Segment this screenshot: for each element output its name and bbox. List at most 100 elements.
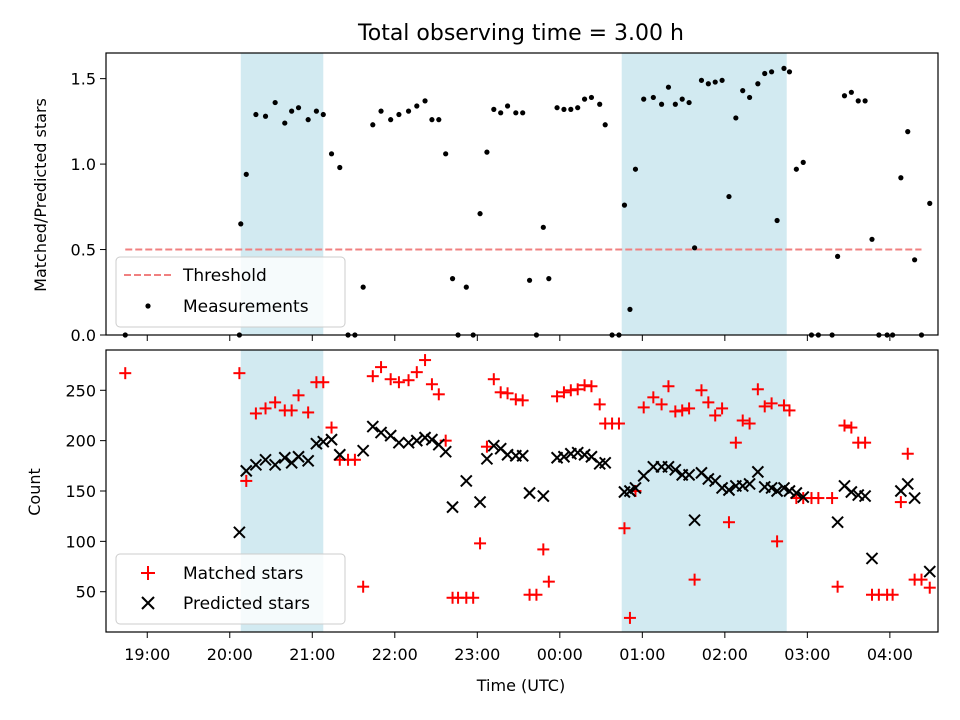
- measurement-point-9: [295, 105, 302, 111]
- predicted-stars-points: [233, 420, 936, 578]
- x-tick-label-2: 21:00: [289, 645, 335, 664]
- matched-star-point-17: [366, 370, 379, 383]
- measurement-point-2: [238, 221, 244, 227]
- matched-star-point-34: [494, 386, 507, 399]
- matched-star-point-62: [688, 573, 701, 586]
- measurement-point-84: [841, 93, 848, 99]
- measurement-point-45: [568, 106, 574, 112]
- predicted-star-point-77: [901, 477, 914, 491]
- bottom-x-ticks: 19:00 20:00 21:00 22:00 23:00 00:00 01:00 02:00…: [124, 632, 913, 664]
- predicted-star-point-57: [715, 481, 729, 495]
- matched-star-point-11: [317, 376, 330, 389]
- matched-star-point-75: [777, 399, 790, 412]
- x-axis-label: Time (UTC): [476, 676, 565, 695]
- measurement-point-92: [898, 175, 904, 181]
- top-y-tick-label-2: 1.0: [71, 155, 96, 174]
- bottom-legend: Matched stars Predicted stars: [115, 553, 346, 625]
- predicted-star-point-28: [487, 439, 501, 452]
- predicted-star-point-36: [557, 450, 571, 463]
- matched-star-point-21: [402, 374, 415, 387]
- predicted-star-point-38: [571, 446, 584, 459]
- measurement-point-69: [733, 115, 739, 121]
- measurement-point-10: [305, 117, 311, 123]
- top-plot-frame: [105, 52, 939, 336]
- predicted-star-point-27: [480, 452, 494, 465]
- measurement-point-87: [862, 98, 868, 104]
- matched-star-point-86: [859, 436, 872, 449]
- x-tick-label-0: 19:00: [124, 645, 170, 664]
- measurement-point-56: [641, 96, 647, 102]
- matched-star-point-64: [702, 396, 715, 409]
- matched-star-point-47: [585, 380, 598, 393]
- predicted-star-point-65: [770, 484, 784, 498]
- measurement-point-4: [253, 111, 259, 118]
- measurement-point-48: [588, 94, 595, 101]
- measurement-point-13: [328, 151, 335, 157]
- matched-star-point-36: [509, 393, 522, 406]
- predicted-star-point-61: [743, 477, 756, 491]
- predicted-star-point-26: [473, 495, 487, 509]
- top-legend-box: [115, 256, 346, 328]
- measurement-point-67: [719, 77, 725, 83]
- measurement-point-88: [869, 236, 875, 242]
- predicted-star-point-2: [249, 458, 263, 472]
- measurement-point-49: [597, 101, 603, 107]
- bottom-y-axis-label: Count: [25, 468, 44, 516]
- x-tick-label-6: 01:00: [619, 645, 665, 664]
- predicted-star-point-13: [356, 444, 370, 457]
- predicted-star-point-52: [682, 468, 696, 482]
- top-y-axis-label: Matched/Predicted stars: [31, 98, 50, 292]
- measurement-point-78: [793, 166, 799, 172]
- measurement-point-50: [602, 122, 608, 128]
- measurement-point-35: [498, 110, 504, 116]
- measurement-point-38: [520, 110, 526, 116]
- measurement-point-14: [337, 164, 343, 171]
- measurement-point-41: [540, 224, 546, 230]
- x-tick-label-5: 00:00: [537, 645, 583, 664]
- measurement-point-37: [513, 110, 519, 116]
- predicted-star-point-11: [325, 433, 338, 446]
- matched-star-point-32: [480, 440, 493, 453]
- matched-star-point-4: [259, 402, 272, 415]
- matched-star-point-3: [249, 407, 262, 420]
- matched-star-point-72: [758, 400, 771, 413]
- measurement-point-73: [762, 70, 768, 77]
- measurement-point-34: [491, 106, 497, 112]
- measurement-point-46: [575, 105, 581, 111]
- matched-star-point-74: [771, 535, 784, 548]
- x-tick-label-3: 22:00: [372, 645, 418, 664]
- measurement-point-65: [705, 81, 711, 87]
- predicted-star-point-62: [751, 465, 765, 479]
- matched-star-point-35: [501, 387, 514, 400]
- measurement-point-44: [561, 106, 567, 112]
- matched-star-point-94: [915, 573, 928, 586]
- matched-star-point-80: [812, 492, 825, 505]
- measurement-point-12: [320, 111, 326, 118]
- matched-star-point-92: [901, 447, 914, 460]
- x-tick-label-1: 20:00: [207, 645, 253, 664]
- matched-star-point-61: [683, 402, 696, 415]
- x-tick-label-7: 02:00: [702, 645, 748, 664]
- matched-star-point-63: [695, 384, 708, 397]
- top-y-tick-label-0: 0.0: [71, 326, 96, 345]
- predicted-star-point-23: [439, 445, 452, 458]
- matched-star-point-33: [487, 373, 500, 386]
- matched-star-point-95: [923, 581, 936, 594]
- matched-star-point-44: [564, 384, 577, 397]
- bottom-y-ticks: 50 100 150 200 250: [65, 381, 106, 602]
- measurement-point-6: [272, 99, 278, 106]
- matched-star-point-48: [593, 398, 606, 411]
- legend-measurements-swatch: [145, 303, 151, 309]
- measurement-point-8: [289, 108, 295, 114]
- predicted-star-point-21: [425, 433, 439, 446]
- top-y-tick-label-3: 1.5: [71, 70, 96, 89]
- measurement-point-54: [627, 306, 633, 312]
- top-shaded-interval-1: [621, 53, 787, 335]
- predicted-star-point-45: [629, 481, 642, 495]
- matched-star-point-2: [240, 474, 253, 487]
- measurement-point-3: [243, 171, 249, 177]
- measurement-point-11: [313, 108, 320, 114]
- predicted-star-point-67: [783, 484, 796, 498]
- measurement-point-83: [835, 253, 841, 259]
- measurement-point-61: [679, 96, 685, 102]
